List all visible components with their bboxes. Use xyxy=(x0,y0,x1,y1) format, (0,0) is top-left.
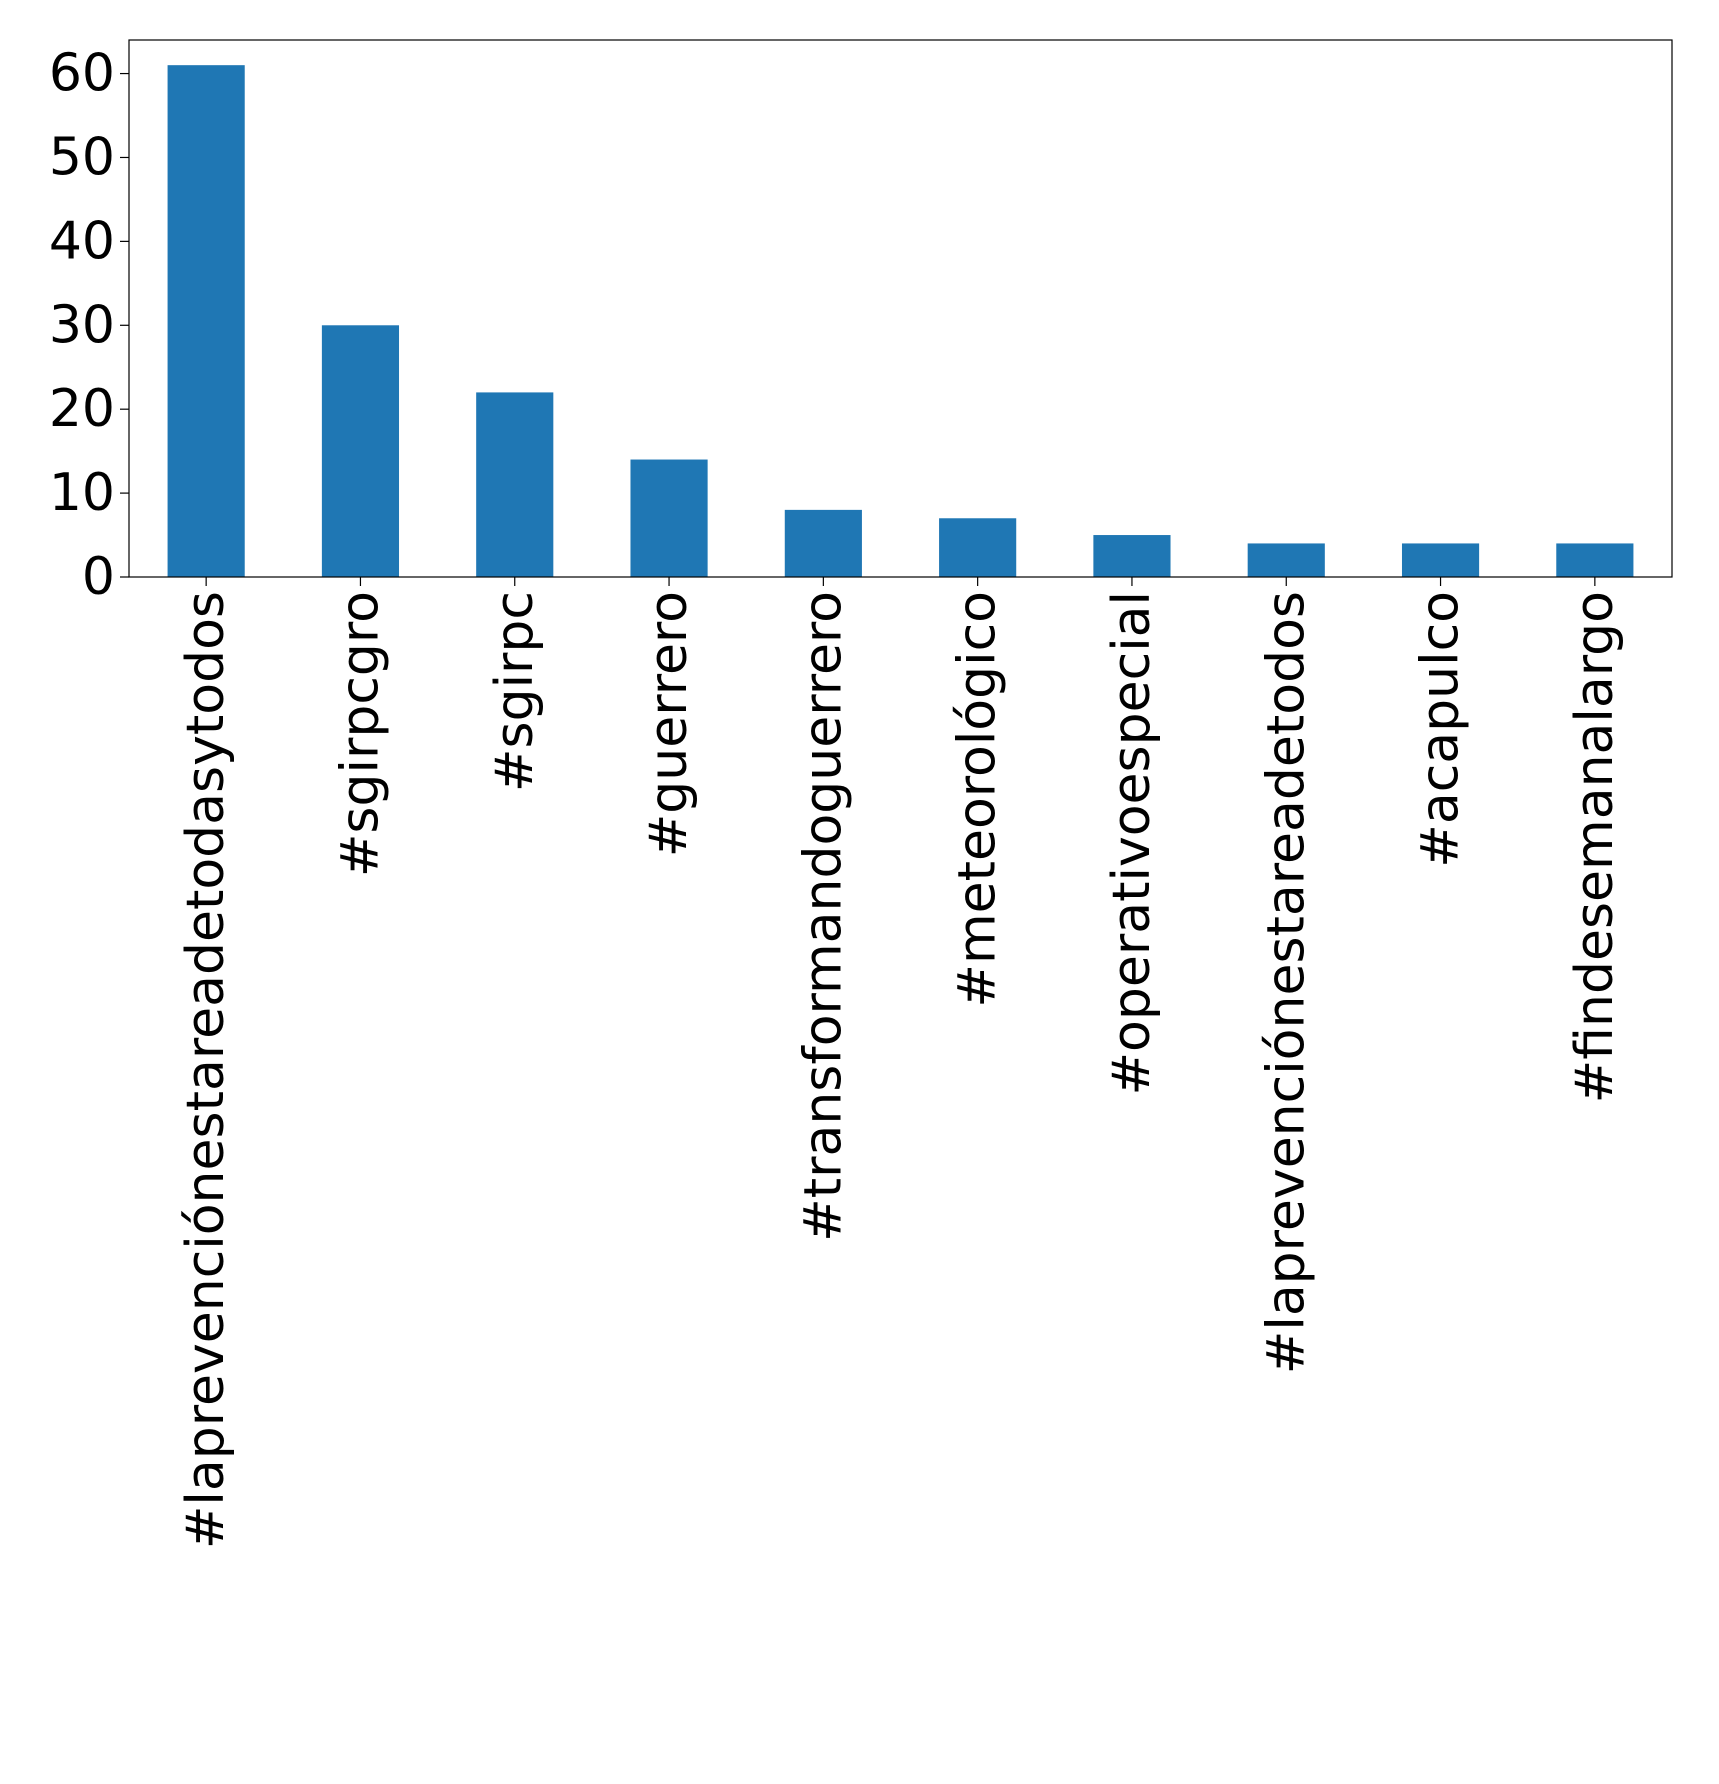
x-tick-label: #operativoespecial xyxy=(1102,591,1162,1096)
y-tick-label: 20 xyxy=(49,379,115,439)
x-tick-label: #laprevenciónestareadetodos xyxy=(1256,591,1316,1374)
x-tick-label: #findesemanalargo xyxy=(1565,591,1625,1103)
y-tick-label: 0 xyxy=(82,547,115,607)
bar-6 xyxy=(939,518,1017,577)
bar-8 xyxy=(1247,543,1325,577)
x-tick-label: #meteorológico xyxy=(948,591,1008,1008)
x-axis: #laprevenciónestareadetodasytodos #sgirpc… xyxy=(176,577,1625,1549)
x-tick-label: #transformandoguerrero xyxy=(793,591,853,1242)
plot-frame xyxy=(128,39,1673,578)
x-tick-label: #guerrero xyxy=(639,591,699,857)
x-tick-label: #acapulco xyxy=(1411,591,1471,868)
bar-2 xyxy=(321,325,400,577)
y-tick-label: 10 xyxy=(49,463,115,523)
x-tick-label: #sgirpc xyxy=(485,591,545,792)
x-tick-label: #laprevenciónestareadetodasytodos xyxy=(176,591,236,1549)
bar-5 xyxy=(784,509,862,577)
bar-10 xyxy=(1556,543,1634,577)
x-tick-label: #sgirpcgro xyxy=(330,591,390,877)
y-tick-label: 60 xyxy=(49,44,115,104)
bar-7 xyxy=(1093,535,1171,577)
bars-group xyxy=(167,65,1634,577)
y-tick-label: 50 xyxy=(49,127,115,187)
bar-1 xyxy=(167,65,245,577)
y-axis: 0 10 20 30 40 50 60 xyxy=(49,44,129,607)
bar-4 xyxy=(630,459,708,577)
y-tick-label: 30 xyxy=(49,295,115,355)
bar-9 xyxy=(1401,543,1480,577)
y-tick-label: 40 xyxy=(49,211,115,271)
bar-3 xyxy=(476,392,554,577)
